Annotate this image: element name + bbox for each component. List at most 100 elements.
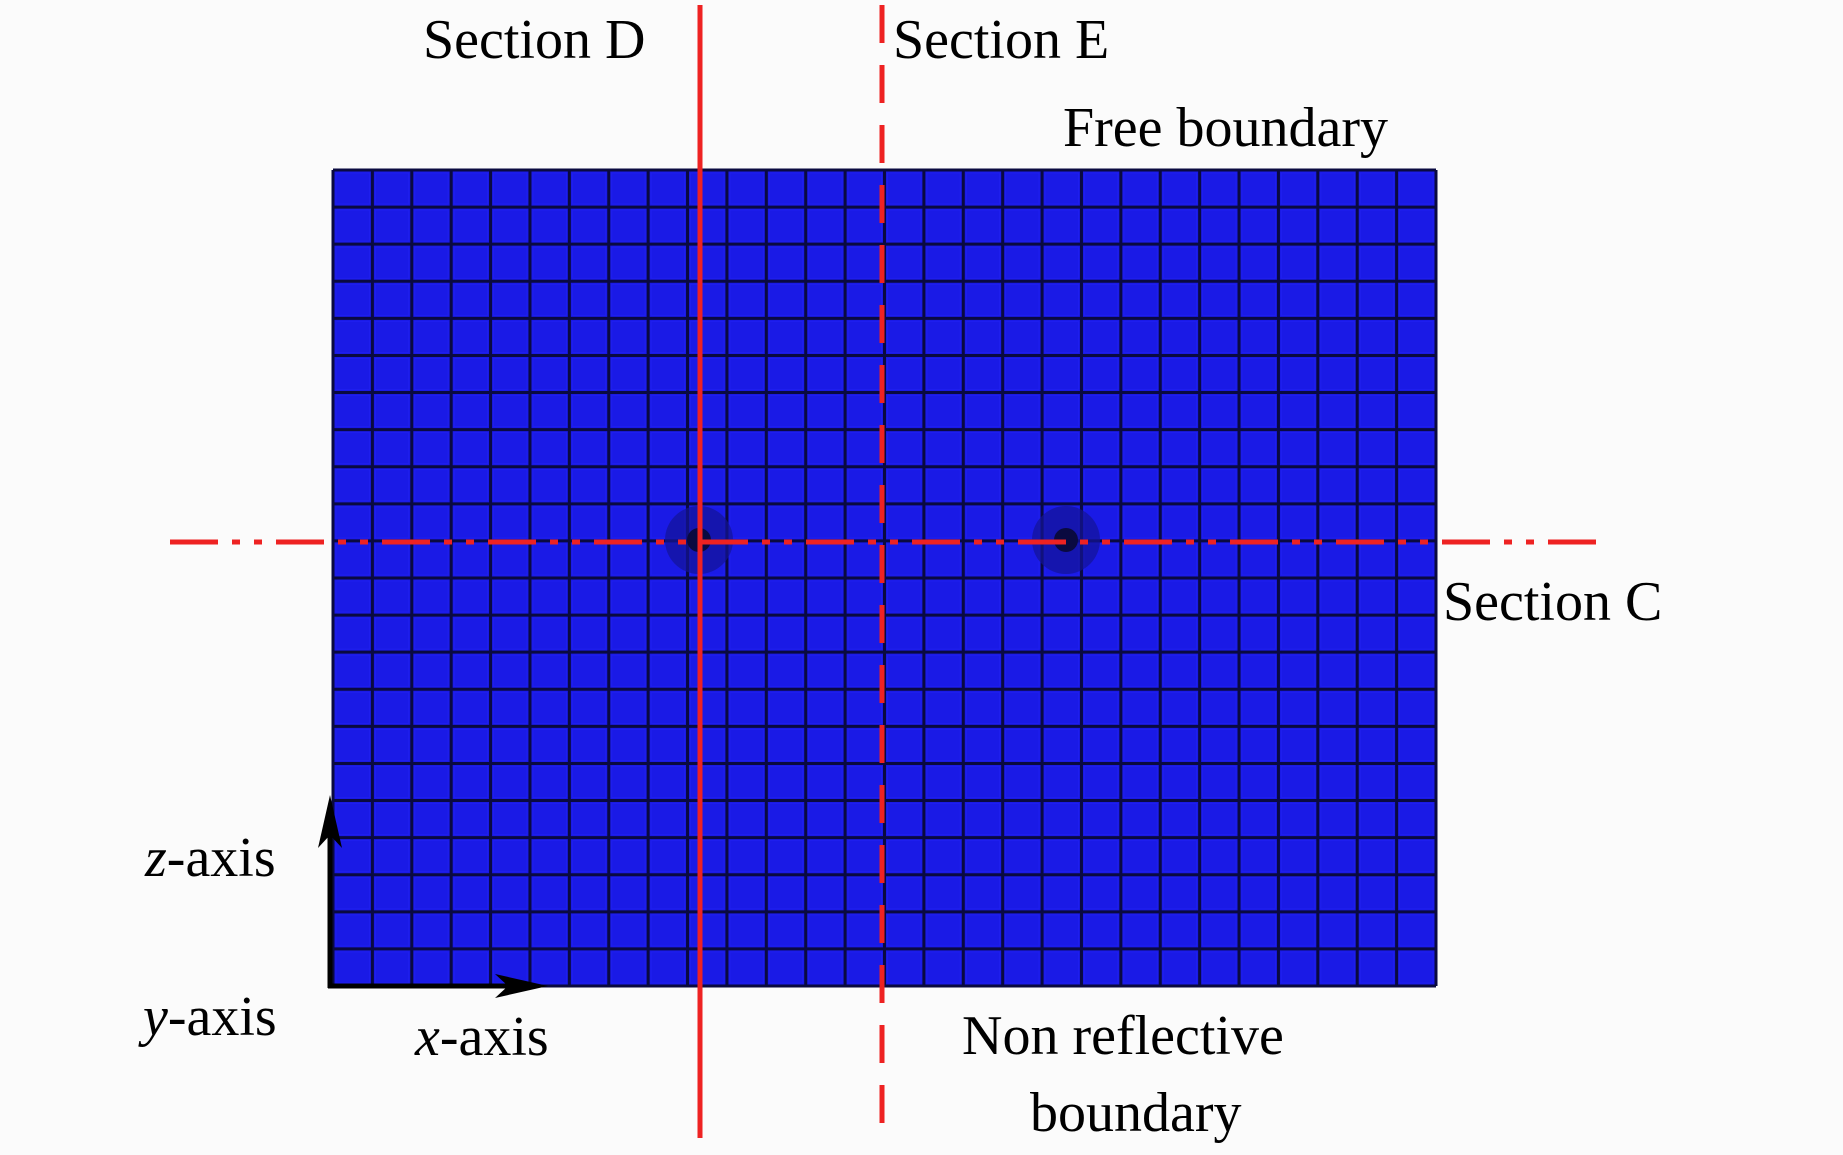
mesh-cell <box>926 246 961 279</box>
mesh-cell <box>1162 543 1198 576</box>
mesh-cell <box>611 246 646 279</box>
mesh-cell <box>1280 172 1316 205</box>
mesh-cell <box>1123 803 1158 836</box>
mesh-cell <box>1202 617 1237 650</box>
mesh-cell <box>768 506 804 539</box>
mesh-cell <box>453 283 489 316</box>
mesh-cell <box>808 914 843 947</box>
mesh-cell <box>887 877 922 910</box>
mesh-cell <box>926 803 961 836</box>
mesh-cell <box>1359 432 1395 465</box>
mesh-cell <box>965 320 1001 353</box>
mesh-cell <box>532 283 567 316</box>
mesh-cell <box>1202 951 1237 984</box>
mesh-cell <box>690 469 725 502</box>
mesh-cell <box>1241 951 1276 984</box>
mesh-cell <box>729 617 764 650</box>
mesh-cell <box>571 654 607 687</box>
mesh-cell <box>1241 840 1276 873</box>
mesh-cell <box>887 580 922 613</box>
mesh-cell <box>650 395 686 428</box>
mesh-cell <box>1399 951 1434 984</box>
mesh-cell <box>729 283 764 316</box>
mesh-cell <box>1005 654 1040 687</box>
mesh-cell <box>1399 172 1434 205</box>
mesh-cell <box>532 951 567 984</box>
mesh-cell <box>926 283 961 316</box>
non-reflective-label-line1: Non reflective <box>962 1005 1284 1067</box>
mesh-cell <box>1162 951 1198 984</box>
mesh-cell <box>611 914 646 947</box>
mesh-cell <box>1399 432 1434 465</box>
mesh-cell <box>453 172 489 205</box>
mesh-cell <box>1044 246 1079 279</box>
mesh-cell <box>414 246 449 279</box>
mesh-cell <box>1241 395 1276 428</box>
mesh-cell <box>1399 283 1434 316</box>
mesh-cell <box>493 840 528 873</box>
mesh-cell <box>1202 691 1237 724</box>
mesh-cell <box>965 209 1001 242</box>
non-reflective-label-line2: boundary <box>1030 1082 1242 1144</box>
mesh-cell <box>611 172 646 205</box>
mesh-cell <box>1399 469 1434 502</box>
mesh-cell <box>808 877 843 910</box>
mesh-cell <box>1359 617 1395 650</box>
mesh-cell <box>1044 432 1079 465</box>
mesh-cell <box>690 320 725 353</box>
mesh-cell <box>611 283 646 316</box>
mesh-cell <box>768 580 804 613</box>
mesh-cell <box>887 506 922 539</box>
mesh-cell <box>571 691 607 724</box>
mesh-cell <box>571 803 607 836</box>
mesh-cell <box>532 357 567 391</box>
mesh-cell <box>335 691 370 724</box>
mesh-cell <box>414 172 449 205</box>
z-axis-arrowhead <box>318 795 342 848</box>
mesh-cell <box>729 320 764 353</box>
mesh-cell <box>1320 432 1355 465</box>
mesh-cell <box>808 840 843 873</box>
mesh-cell <box>1320 246 1355 279</box>
mesh-cell <box>414 580 449 613</box>
mesh-cell <box>887 469 922 502</box>
mesh-cell <box>1359 951 1395 984</box>
mesh-cell <box>650 469 686 502</box>
mesh-cell <box>1044 765 1079 799</box>
mesh-cell <box>1280 209 1316 242</box>
mesh-cell <box>493 246 528 279</box>
mesh-cell <box>1162 617 1198 650</box>
mesh-cell <box>1123 469 1158 502</box>
mesh-cell <box>1359 580 1395 613</box>
mesh-cell <box>453 580 489 613</box>
mesh-cell <box>768 840 804 873</box>
mesh-cell <box>493 617 528 650</box>
mesh-cell <box>1320 914 1355 947</box>
mesh-cell <box>414 617 449 650</box>
mesh-cell <box>1280 246 1316 279</box>
mesh-cell <box>1399 691 1434 724</box>
mesh-cell <box>453 914 489 947</box>
mesh-cell <box>1241 320 1276 353</box>
mesh-cell <box>1005 432 1040 465</box>
mesh-cell <box>1005 840 1040 873</box>
mesh-cell <box>1241 469 1276 502</box>
mesh-cell <box>965 765 1001 799</box>
mesh-cell <box>965 914 1001 947</box>
mesh-cell <box>1083 395 1119 428</box>
mesh-cell <box>571 543 607 576</box>
mesh-cell <box>729 209 764 242</box>
mesh-cell <box>374 840 410 873</box>
mesh-cell <box>1123 617 1158 650</box>
mesh-cell <box>1083 172 1119 205</box>
mesh-cell <box>690 914 725 947</box>
mesh-cell <box>1280 728 1316 761</box>
mesh-cell <box>532 543 567 576</box>
mesh-cell <box>1241 283 1276 316</box>
mesh-cell <box>729 432 764 465</box>
mesh-cell <box>1280 840 1316 873</box>
mesh-cell <box>532 469 567 502</box>
mesh-cell <box>374 209 410 242</box>
mesh-cell <box>1202 654 1237 687</box>
mesh-cell <box>453 395 489 428</box>
